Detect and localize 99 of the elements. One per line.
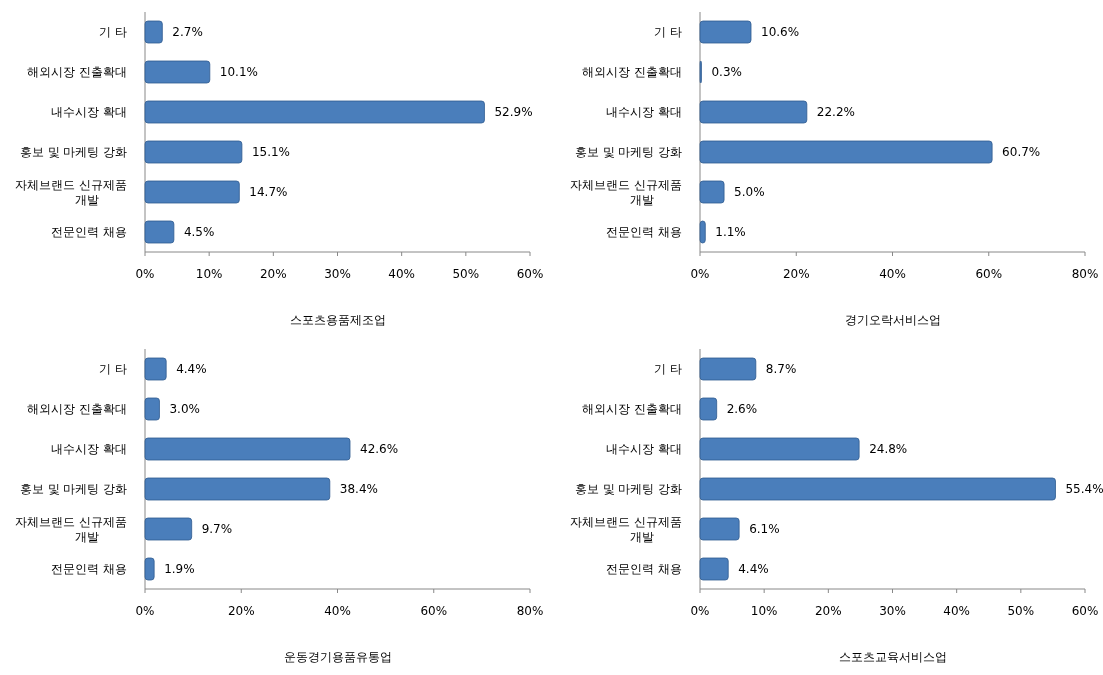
- bar: [144, 180, 240, 204]
- x-tick-label: 0%: [135, 267, 155, 281]
- data-label: 60.7%: [1002, 145, 1041, 159]
- data-label: 1.9%: [164, 562, 195, 576]
- y-tick-label: 해외시장 진출확대: [582, 402, 682, 416]
- x-tick-label: 60%: [516, 267, 544, 281]
- data-label: 10.1%: [219, 65, 258, 79]
- x-tick-label: 20%: [227, 604, 255, 618]
- y-tick-label: 자체브랜드 신규제품 개발: [570, 515, 682, 544]
- bar: [144, 100, 485, 124]
- bar: [699, 557, 729, 581]
- bar: [144, 140, 243, 164]
- bar: [144, 20, 163, 44]
- y-tick-label: 해외시장 진출확대: [582, 65, 682, 79]
- x-axis-title: 스포츠용품제조업: [289, 313, 386, 327]
- bar: [144, 220, 175, 244]
- x-tick-label: 60%: [975, 267, 1003, 281]
- y-tick-label: 기 타: [654, 25, 682, 39]
- x-tick-label: 0%: [135, 604, 155, 618]
- data-label: 38.4%: [339, 482, 378, 496]
- bar: [699, 20, 752, 44]
- data-label: 2.7%: [172, 25, 203, 39]
- bar: [144, 357, 167, 381]
- x-tick-label: 60%: [1071, 604, 1099, 618]
- y-tick-label: 내수시장 확대: [606, 442, 682, 456]
- y-tick-label: 홍보 및 마케팅 강화: [20, 145, 127, 159]
- x-tick-label: 30%: [879, 604, 906, 618]
- y-tick-label: 내수시장 확대: [51, 442, 127, 456]
- data-label: 8.7%: [765, 362, 797, 376]
- bar: [699, 477, 1056, 501]
- y-tick-label: 전문인력 채용: [51, 225, 127, 239]
- data-label: 4.4%: [176, 362, 207, 376]
- x-tick-label: 40%: [388, 267, 415, 281]
- y-tick-label: 홍보 및 마케팅 강화: [575, 482, 682, 496]
- bar: [699, 357, 757, 381]
- bar: [144, 477, 331, 501]
- x-tick-label: 80%: [516, 604, 544, 618]
- x-tick-label: 50%: [452, 267, 480, 281]
- data-label: 5.0%: [734, 185, 765, 199]
- y-tick-label: 해외시장 진출확대: [27, 402, 127, 416]
- y-tick-label: 전문인력 채용: [606, 225, 682, 239]
- y-tick-label: 자체브랜드 신규제품 개발: [570, 178, 682, 207]
- x-tick-label: 10%: [750, 604, 778, 618]
- y-tick-label: 기 타: [99, 362, 127, 376]
- x-tick-label: 10%: [195, 267, 223, 281]
- x-axis-title: 스포츠교육서비스업: [838, 650, 947, 664]
- data-label: 4.5%: [183, 225, 215, 239]
- x-tick-label: 30%: [324, 267, 351, 281]
- y-tick-label: 내수시장 확대: [606, 105, 682, 119]
- bar: [699, 220, 706, 244]
- x-tick-label: 0%: [690, 267, 710, 281]
- bar: [144, 397, 160, 421]
- data-label: 15.1%: [251, 145, 291, 159]
- y-tick-label: 내수시장 확대: [51, 105, 127, 119]
- data-label: 4.4%: [738, 562, 769, 576]
- data-label: 55.4%: [1065, 482, 1103, 496]
- y-tick-label: 자체브랜드 신규제품 개발: [15, 515, 127, 544]
- bar: [144, 557, 155, 581]
- data-label: 6.1%: [749, 522, 780, 536]
- bar: [699, 140, 993, 164]
- y-tick-label: 기 타: [654, 362, 682, 376]
- data-label: 2.6%: [726, 402, 758, 416]
- y-tick-label: 해외시장 진출확대: [27, 65, 127, 79]
- bar: [699, 100, 808, 124]
- data-label: 42.6%: [360, 442, 399, 456]
- bar: [699, 397, 718, 421]
- data-label: 14.7%: [249, 185, 288, 199]
- x-axis-title: 운동경기용품유통업: [283, 650, 392, 664]
- y-tick-label: 홍보 및 마케팅 강화: [575, 145, 682, 159]
- x-tick-label: 40%: [324, 604, 351, 618]
- x-tick-label: 20%: [815, 604, 842, 618]
- x-tick-label: 60%: [420, 604, 448, 618]
- bar: [699, 180, 725, 204]
- data-label: 0.3%: [711, 65, 742, 79]
- data-label: 9.7%: [201, 522, 233, 536]
- x-tick-label: 20%: [260, 267, 287, 281]
- x-tick-label: 40%: [879, 267, 906, 281]
- data-label: 24.8%: [869, 442, 908, 456]
- data-label: 10.6%: [761, 25, 800, 39]
- y-tick-label: 홍보 및 마케팅 강화: [20, 482, 127, 496]
- bar: [699, 517, 740, 541]
- x-tick-label: 40%: [943, 604, 970, 618]
- x-tick-label: 80%: [1071, 267, 1099, 281]
- y-tick-label: 전문인력 채용: [606, 562, 682, 576]
- x-tick-label: 20%: [782, 267, 810, 281]
- bar: [144, 517, 193, 541]
- x-tick-label: 50%: [1007, 604, 1035, 618]
- bar: [144, 60, 211, 84]
- y-tick-label: 전문인력 채용: [51, 562, 127, 576]
- bar: [144, 437, 351, 461]
- x-axis-title: 경기오락서비스업: [844, 313, 941, 327]
- bar: [699, 437, 860, 461]
- data-label: 22.2%: [816, 105, 855, 119]
- data-label: 1.1%: [715, 225, 746, 239]
- data-label: 52.9%: [494, 105, 533, 119]
- y-tick-label: 기 타: [99, 25, 127, 39]
- y-tick-label: 자체브랜드 신규제품 개발: [15, 178, 127, 207]
- data-label: 3.0%: [169, 402, 200, 416]
- x-tick-label: 0%: [690, 604, 710, 618]
